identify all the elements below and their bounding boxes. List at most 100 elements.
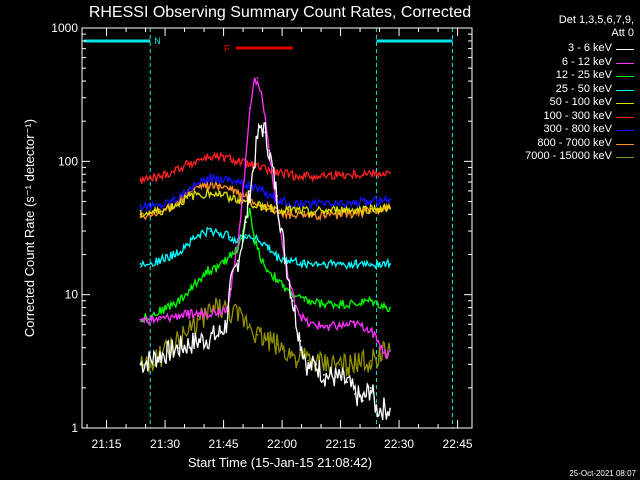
series-7-point-7 — [229, 188, 232, 190]
series-1-point-11 — [256, 77, 259, 80]
series-5-point-8 — [237, 160, 239, 163]
series-5-point-2 — [174, 169, 177, 172]
series-4-point-5 — [209, 192, 212, 194]
x-tick-label-1: 21:30 — [150, 437, 180, 451]
series-5-point-7 — [229, 158, 232, 161]
series-7-point-13 — [303, 215, 306, 217]
legend-label-7: 800 - 7000 keV — [537, 136, 612, 149]
series-3-point-13 — [287, 259, 290, 262]
series-1-point-12 — [260, 93, 263, 95]
series-4-point-2 — [174, 204, 177, 207]
series-0-point-12 — [260, 124, 263, 127]
plot-frame — [81, 27, 473, 429]
series-0-point-13 — [264, 131, 267, 134]
footer-date: 25-Oct-2021 08:07 — [569, 469, 636, 478]
series-5-point-6 — [217, 156, 220, 159]
legend-label-0: 3 - 6 keV — [567, 42, 612, 54]
series-3-point-9 — [244, 234, 247, 236]
series-4-point-16 — [354, 209, 356, 212]
x-tick-label-3: 22:00 — [267, 437, 297, 451]
series-3-point-18 — [369, 263, 372, 265]
series-4-point-7 — [229, 196, 232, 198]
series-0-point-23 — [346, 381, 349, 384]
series-0-point-10 — [252, 166, 255, 169]
series-8-point-4 — [198, 318, 200, 321]
series-2-point-20 — [338, 303, 341, 305]
x-tick-label-4: 22:15 — [326, 437, 356, 451]
series-0-point-19 — [307, 367, 310, 370]
series-8-point-12 — [276, 344, 278, 346]
series-1-point-24 — [377, 340, 380, 342]
series-1-point-17 — [291, 293, 294, 296]
series-5-point-10 — [260, 167, 263, 170]
series-6-point-14 — [322, 202, 325, 205]
series-8-point-13 — [283, 349, 286, 352]
series-1-point-18 — [299, 314, 302, 317]
series-4-point-17 — [369, 208, 372, 210]
series-8-point-19 — [369, 359, 372, 362]
series-4-point-8 — [237, 199, 239, 202]
series-3-point-12 — [276, 256, 278, 259]
series-2-point-16 — [283, 288, 286, 290]
series-3-point-20 — [389, 263, 391, 265]
series-8-point-11 — [268, 340, 271, 342]
series-2-point-19 — [322, 303, 325, 305]
y-tick-label-1: 10 — [65, 288, 79, 302]
series-2-point-24 — [385, 306, 388, 309]
series-7-point-4 — [198, 186, 200, 189]
legend-title-line-0: Det 1,3,5,6,7,9, — [558, 14, 634, 26]
series-line-3 — [139, 226, 391, 270]
series-0-point-20 — [315, 363, 317, 366]
series-1-point-23 — [369, 328, 372, 331]
series-5-point-15 — [338, 174, 341, 176]
legend-title: Det 1,3,5,6,7,9, Att 0 — [559, 14, 634, 40]
legend-label-3: 25 - 50 keV — [555, 82, 612, 95]
series-6-point-6 — [217, 177, 220, 179]
series-3-point-0 — [139, 263, 142, 265]
series-5-point-16 — [354, 173, 356, 176]
series-6-point-19 — [389, 198, 391, 201]
series-5-point-9 — [248, 163, 251, 166]
series-2-point-15 — [276, 278, 278, 281]
series-0-point-28 — [389, 407, 391, 410]
series-1-point-25 — [385, 354, 388, 357]
series-3-point-2 — [174, 253, 177, 256]
night-label: N — [154, 36, 161, 46]
series-4-point-14 — [322, 210, 325, 213]
series-4-point-0 — [139, 213, 142, 216]
series-7-point-8 — [237, 192, 239, 194]
x-tick-label-5: 22:30 — [384, 437, 414, 451]
series-5-point-18 — [377, 172, 380, 175]
series-line-1 — [140, 77, 391, 359]
series-4-point-15 — [338, 209, 341, 212]
legend-swatch-0 — [616, 49, 634, 50]
series-line-6 — [139, 172, 391, 213]
series-1-point-20 — [322, 325, 325, 328]
chart-title: RHESSI Observing Summary Count Rates, Co… — [89, 4, 471, 21]
series-6-point-3 — [186, 190, 189, 192]
series-1-point-9 — [248, 107, 251, 110]
series-0-point-2 — [178, 346, 181, 349]
series-6-point-15 — [338, 202, 341, 205]
series-1-point-6 — [229, 293, 232, 296]
series-2-point-21 — [354, 303, 356, 305]
series-1-point-22 — [354, 323, 356, 326]
series-line-2 — [139, 207, 391, 323]
series-7-point-6 — [217, 184, 220, 187]
series-3-point-3 — [186, 243, 189, 245]
series-3-point-14 — [303, 263, 306, 265]
series-6-point-1 — [159, 204, 161, 207]
series-3-point-11 — [268, 248, 271, 250]
series-2-point-5 — [205, 270, 208, 273]
series-1-point-10 — [252, 81, 255, 84]
series-0-point-16 — [283, 253, 286, 256]
series-8-point-8 — [237, 316, 239, 318]
series-2-point-11 — [248, 210, 251, 213]
series-7-point-12 — [287, 213, 290, 216]
y-tick-label-2: 100 — [58, 154, 78, 168]
series-2-point-23 — [377, 303, 380, 305]
series-0-point-4 — [217, 333, 220, 336]
series-0-point-25 — [361, 399, 364, 402]
series-3-point-1 — [159, 259, 161, 262]
